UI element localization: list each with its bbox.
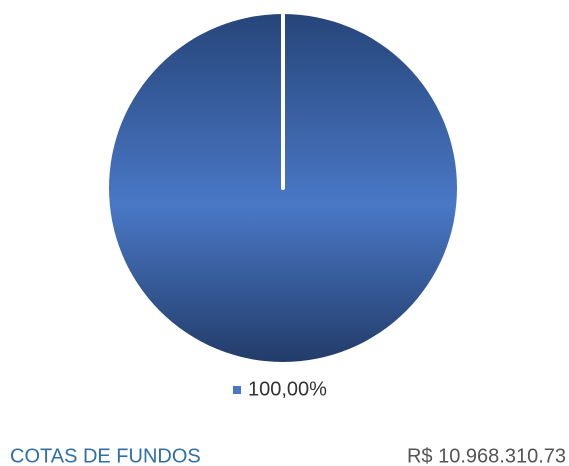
row-amount: R$ 10.968.310.73: [407, 445, 566, 466]
row-label: COTAS DE FUNDOS: [10, 445, 201, 466]
legend-swatch: [233, 386, 241, 394]
legend-label: 100,00%: [248, 378, 327, 400]
